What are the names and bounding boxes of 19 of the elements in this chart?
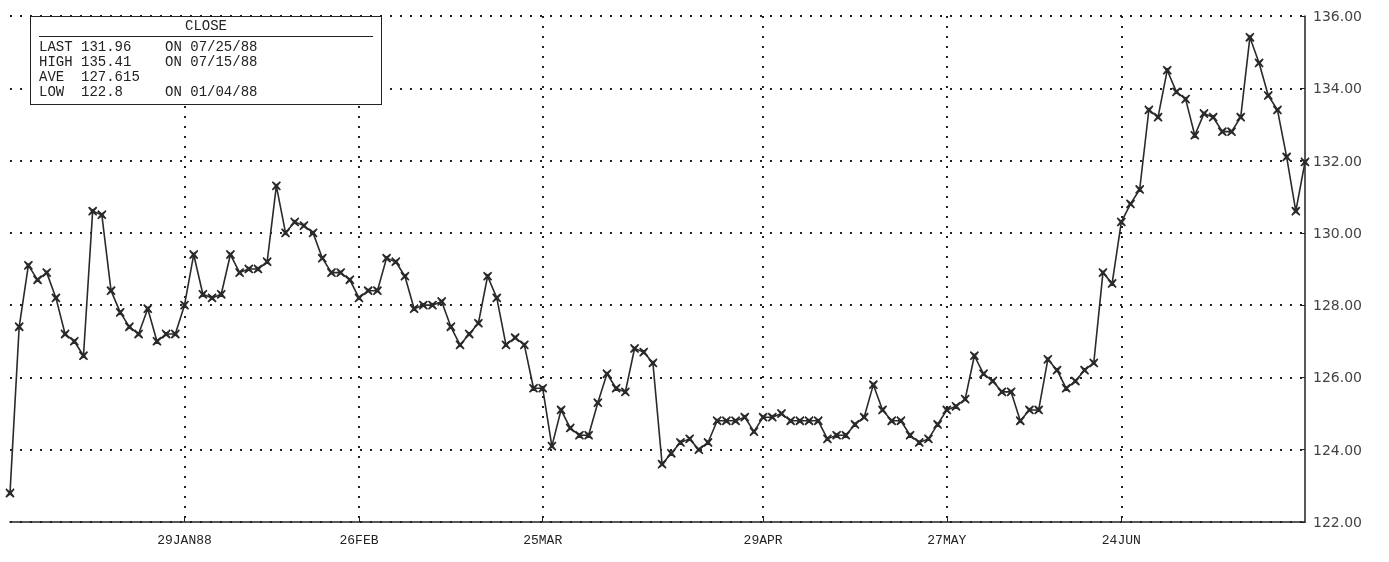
y-tick-label: 130.00 (1313, 224, 1362, 241)
y-tick-label: 128.00 (1313, 297, 1362, 314)
x-tick-label: 29JAN88 (157, 533, 212, 548)
annotation: HIGH 135.41 ON 07/15/88 (39, 54, 259, 70)
x-tick-label: 27MAY (927, 533, 967, 548)
annotation: LOW 122.8 ON 01/04/88 (39, 84, 259, 100)
annotation: LAST 131.96 ON 07/25/88 (39, 39, 259, 55)
y-tick-label: 132.00 (1313, 152, 1362, 169)
y-tick-label: 134.00 (1313, 80, 1362, 97)
x-tick-label: 25MAR (523, 533, 563, 548)
x-tick-label: 26FEB (339, 533, 379, 548)
annotation: CLOSE (39, 18, 373, 37)
y-tick-label: 126.00 (1313, 369, 1362, 386)
x-tick-label: 29APR (743, 533, 783, 548)
x-tick-label: 24JUN (1101, 533, 1141, 548)
y-tick-label: 136.00 (1313, 8, 1362, 24)
y-tick-label: 122.00 (1313, 514, 1362, 530)
annotation: AVE 127.615 (39, 69, 141, 85)
y-tick-label: 124.00 (1313, 441, 1362, 458)
